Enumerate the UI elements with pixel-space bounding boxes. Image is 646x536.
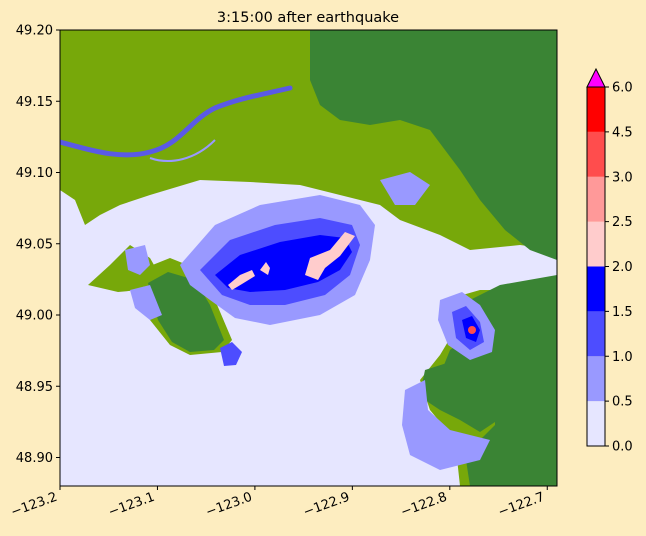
x-tick-label: −123.1 (106, 490, 156, 521)
colorbar-segment (587, 87, 605, 132)
y-axis: 48.90 48.95 49.00 49.05 49.10 49.15 49.20 (16, 24, 60, 466)
x-tick-label: −122.7 (496, 490, 546, 521)
y-tick-label: 49.20 (16, 24, 53, 39)
inundation-2-0-b (228, 270, 255, 290)
inundation-south-shore (402, 380, 490, 470)
colorbar-extend-arrow (586, 67, 606, 88)
y-tick-label: 48.95 (16, 380, 53, 395)
inundation-2-0-a (305, 232, 355, 280)
land-upland-tsawwassen (148, 272, 224, 352)
y-tick-label: 49.10 (16, 166, 53, 181)
inundation-tsawwassen-shore (130, 285, 162, 320)
colorbar-segment (587, 131, 605, 177)
colorbar: 0.0 0.5 1.0 1.5 2.0 2.5 3.0 4.5 6.0 (586, 67, 633, 455)
colorbar-tick-label: 2.0 (612, 260, 633, 275)
inundation-east-peak (468, 326, 476, 334)
colorbar-tick-label: 2.5 (612, 215, 633, 230)
colorbar-tick-label: 1.0 (612, 350, 633, 365)
colorbar-tick-label: 3.0 (612, 170, 633, 185)
river-branch (149, 139, 216, 162)
x-tick-label: −123.0 (204, 490, 254, 521)
colorbar-segment (587, 356, 605, 402)
chart-title: 3:15:00 after earthquake (217, 10, 399, 26)
colorbar-tick-label: 1.5 (612, 305, 633, 320)
x-tick-label: −122.8 (399, 490, 449, 521)
colorbar-segment (587, 401, 605, 446)
inundation-north-fringe (380, 172, 430, 205)
y-tick-label: 49.15 (16, 95, 53, 110)
fraser-river (60, 85, 293, 158)
inundation-west-shore (125, 245, 150, 275)
colorbar-tick-label: 0.5 (612, 395, 633, 410)
colorbar-segment (587, 266, 605, 312)
inundation-2-0-c (260, 262, 270, 275)
colorbar-tick-label: 4.5 (612, 125, 633, 140)
colorbar-segment (587, 221, 605, 267)
y-tick-label: 48.90 (16, 451, 53, 466)
plot-frame (59, 29, 558, 487)
x-tick-label: −123.2 (9, 490, 59, 521)
colorbar-segment (587, 311, 605, 357)
y-tick-label: 49.00 (16, 309, 53, 324)
colorbar-tick-label: 6.0 (612, 81, 633, 96)
land-upland-east (440, 275, 557, 486)
land-upland-northeast (310, 30, 557, 260)
inundation-point-spot (220, 342, 242, 366)
y-tick-label: 49.05 (16, 237, 53, 252)
x-axis: −123.2 −123.1 −123.0 −122.9 −122.8 −122.7 (9, 486, 548, 521)
colorbar-segment (587, 176, 605, 222)
map-plot (60, 30, 557, 486)
land-upland-point (422, 362, 498, 432)
colorbar-tick-label: 0.0 (612, 440, 633, 455)
x-tick-label: −122.9 (301, 490, 351, 521)
